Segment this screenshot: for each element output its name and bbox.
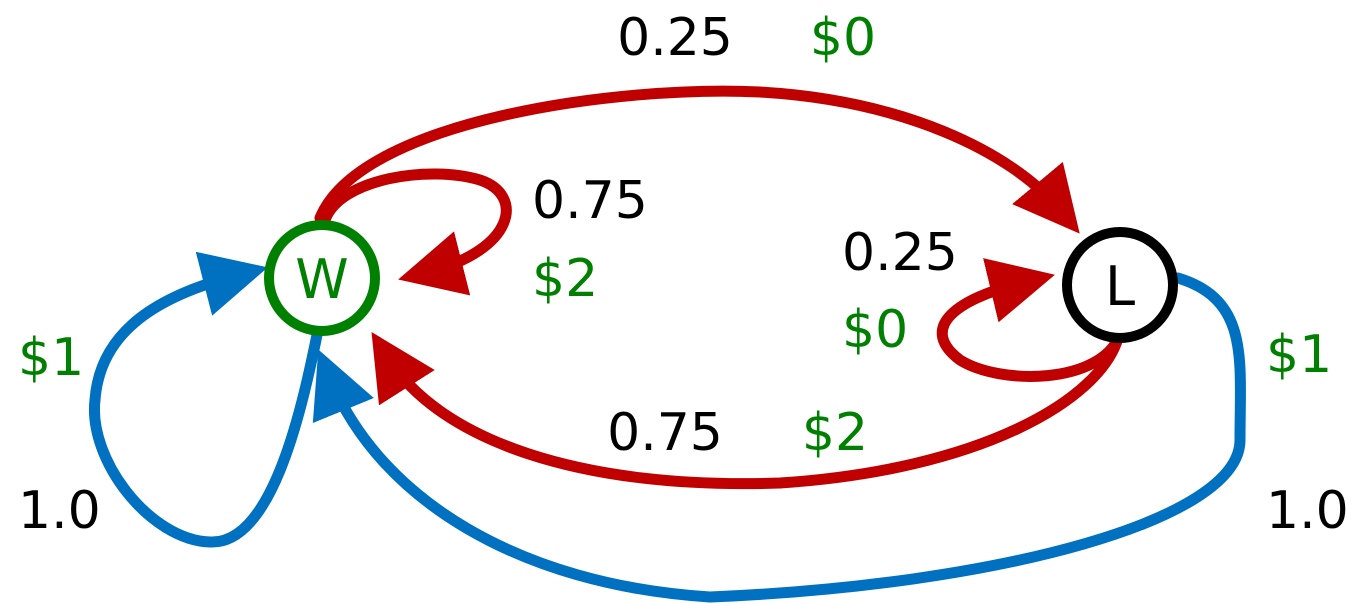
edge-w-self-blue-prob: 1.0 <box>18 481 101 541</box>
state-w-label: W <box>295 248 348 311</box>
edge-w-self-blue <box>89 251 324 548</box>
state-l-node: L <box>1062 227 1178 343</box>
edge-l-to-w-blue <box>312 272 1246 603</box>
edge-w-self-red-prob: 0.75 <box>532 171 648 231</box>
state-w-node: W <box>264 220 380 336</box>
edge-w-self-red <box>319 168 512 296</box>
edge-w-to-l-red-prob: 0.25 <box>617 8 733 68</box>
edge-l-to-w-blue-reward: $1 <box>1266 325 1332 385</box>
edge-l-to-w-red-prob: 0.75 <box>607 403 723 463</box>
edge-w-to-l-red-reward: $0 <box>810 8 876 68</box>
edge-w-self-blue-reward: $1 <box>18 328 84 388</box>
edge-l-self-red <box>936 258 1126 382</box>
edge-l-to-w-red-reward: $2 <box>802 403 868 463</box>
edge-l-to-w-blue-prob: 1.0 <box>1266 481 1349 541</box>
edge-w-self-red-reward: $2 <box>532 249 598 309</box>
edge-l-to-w-red <box>371 332 1124 490</box>
edge-w-to-l-red <box>314 85 1080 234</box>
state-l-label: L <box>1105 255 1135 318</box>
edge-l-self-red-prob: 0.25 <box>842 223 958 283</box>
edge-l-self-red-reward: $0 <box>842 300 908 360</box>
